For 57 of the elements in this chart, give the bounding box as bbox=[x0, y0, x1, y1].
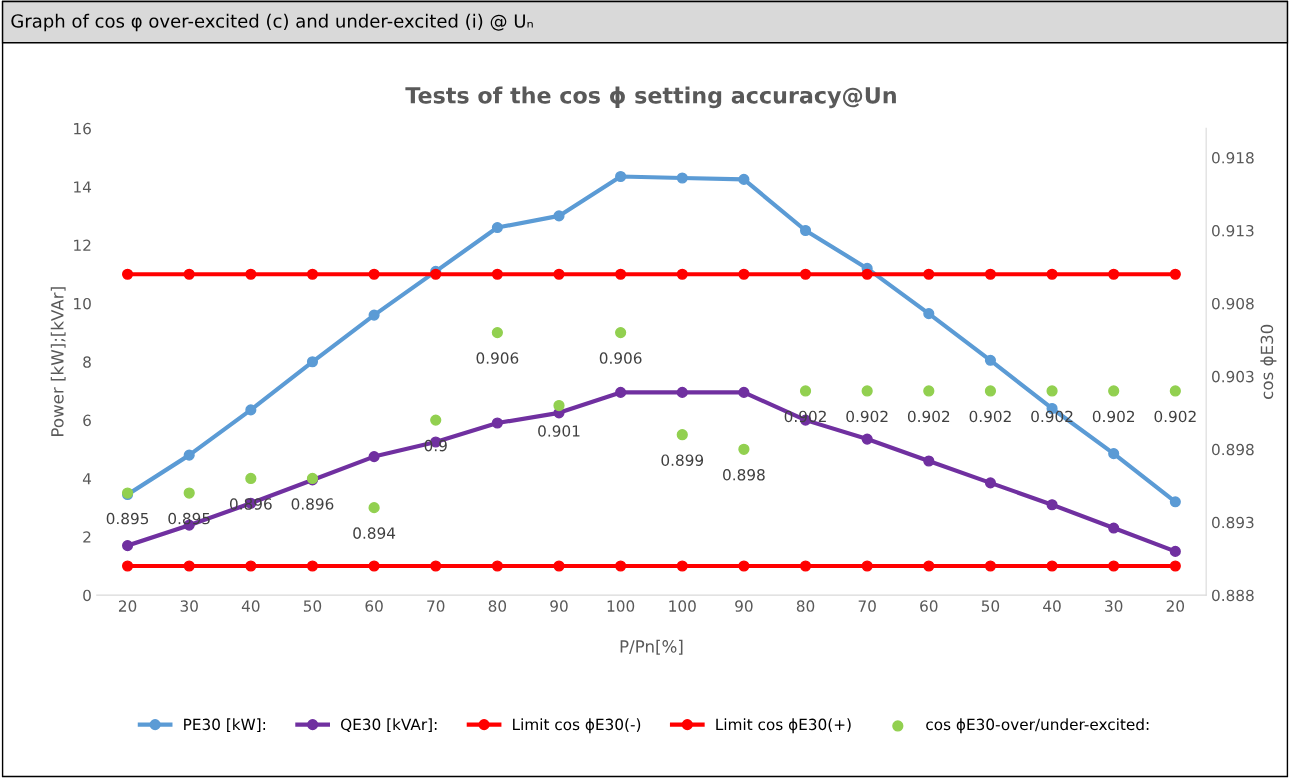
y-axis-title: Power [kW];[kVAr] bbox=[50, 287, 66, 436]
x-tick-label: 20 bbox=[1166, 600, 1185, 612]
chart-title: Tests of the cos ϕ setting accuracy@Un bbox=[405, 86, 896, 109]
y-tick-label: 6 bbox=[83, 414, 91, 427]
data-label: 0.896 bbox=[291, 498, 334, 510]
data-label: 0.895 bbox=[106, 512, 149, 525]
x-tick-label: 90 bbox=[735, 600, 753, 612]
data-label: 0.894 bbox=[353, 527, 396, 539]
data-label: 0.901 bbox=[538, 425, 580, 437]
x-tick-label: 30 bbox=[1105, 600, 1123, 612]
y2-tick-label: 0.903 bbox=[1212, 370, 1254, 383]
y2-tick-label: 0.898 bbox=[1212, 443, 1254, 456]
y2-axis-title: cos ϕE30 bbox=[1260, 324, 1277, 399]
x-tick-label: 80 bbox=[796, 600, 815, 612]
y-tick-label: 4 bbox=[82, 473, 92, 485]
y2-tick-label: 0.913 bbox=[1212, 224, 1254, 237]
legend-label: Limit cos ϕE30(+) bbox=[716, 718, 851, 734]
x-tick-label: 90 bbox=[550, 600, 568, 612]
legend-label: Limit cos ϕE30(-) bbox=[513, 718, 641, 734]
data-label: 0.906 bbox=[476, 352, 519, 364]
y-tick-label: 8 bbox=[83, 356, 91, 368]
x-tick-label: 100 bbox=[607, 600, 635, 612]
legend-label: PE30 [kW]: bbox=[184, 718, 266, 732]
y-tick-label: 14 bbox=[74, 181, 92, 193]
x-tick-label: 100 bbox=[669, 600, 696, 612]
y2-tick-label: 0.888 bbox=[1212, 589, 1254, 602]
x-tick-label: 50 bbox=[303, 600, 322, 612]
x-tick-label: 70 bbox=[858, 600, 876, 612]
x-tick-label: 60 bbox=[920, 600, 938, 612]
y-tick-label: 2 bbox=[83, 531, 91, 543]
y-tick-label: 12 bbox=[74, 239, 91, 251]
legend-label: QE30 [kVAr]: bbox=[341, 718, 437, 732]
y-tick-label: 16 bbox=[74, 122, 91, 135]
x-tick-label: 30 bbox=[180, 600, 198, 612]
data-label: 0.899 bbox=[661, 454, 704, 466]
data-label: 0.906 bbox=[599, 352, 642, 364]
chart-subtitle: Graph of cos φ over-excited (c) and under-excited (i) @ Uₙ bbox=[11, 13, 533, 32]
x-tick-label: 50 bbox=[981, 600, 1000, 612]
data-label: 0.902 bbox=[1154, 410, 1196, 423]
y2-tick-label: 0.918 bbox=[1212, 152, 1254, 164]
data-label: 0.902 bbox=[846, 410, 888, 423]
data-label: 0.902 bbox=[1092, 410, 1135, 423]
y2-tick-label: 0.893 bbox=[1212, 516, 1254, 529]
x-tick-label: 40 bbox=[1043, 600, 1061, 612]
legend-label: cos ϕE30-over/under-excited: bbox=[926, 718, 1149, 734]
data-label: 0.902 bbox=[907, 410, 950, 423]
data-label: 0.902 bbox=[969, 410, 1011, 423]
y2-tick-label: 0.908 bbox=[1212, 297, 1254, 310]
y-tick-label: 10 bbox=[74, 297, 91, 310]
x-axis-title: P/Pn[%] bbox=[620, 639, 683, 655]
x-tick-label: 80 bbox=[488, 600, 507, 612]
x-tick-label: 20 bbox=[118, 600, 137, 612]
y-tick-label: 0 bbox=[83, 589, 91, 602]
data-label: 0.898 bbox=[723, 469, 765, 481]
x-tick-label: 40 bbox=[241, 600, 260, 612]
x-tick-label: 70 bbox=[427, 600, 445, 612]
x-tick-label: 60 bbox=[365, 600, 383, 612]
